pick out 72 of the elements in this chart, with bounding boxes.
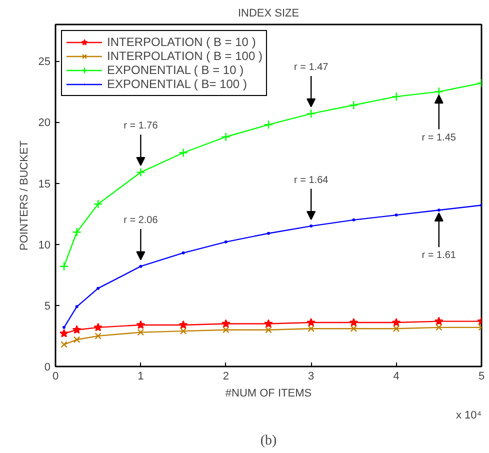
y-tick-label: 0 <box>44 362 51 374</box>
point <box>434 87 444 96</box>
point <box>221 132 230 142</box>
point <box>435 324 442 331</box>
point <box>62 326 66 329</box>
annotation: r = 1.47 <box>294 62 329 74</box>
point <box>222 326 230 334</box>
point <box>394 214 398 217</box>
x-tick-label: 4 <box>393 370 400 382</box>
point <box>349 318 358 326</box>
y-tick-label: 25 <box>38 56 51 68</box>
point <box>224 240 228 244</box>
point <box>349 100 358 110</box>
point <box>178 320 188 329</box>
x-tick-label: 2 <box>222 370 229 382</box>
point <box>180 328 187 335</box>
point <box>94 199 103 209</box>
annotation: r = 1.76 <box>124 120 158 132</box>
point <box>72 325 82 334</box>
x-axis-title: #NUM OF ITEMS <box>225 388 312 400</box>
point <box>392 318 401 326</box>
point <box>265 326 272 334</box>
point <box>60 328 68 338</box>
y-tick-label: 20 <box>38 117 51 130</box>
point <box>59 262 69 271</box>
point <box>221 319 230 328</box>
y-tick-label: 10 <box>38 239 51 252</box>
x-tick-label: 3 <box>308 370 314 382</box>
annotation: r = 1.61 <box>422 250 456 262</box>
point <box>178 148 188 158</box>
point <box>72 228 82 237</box>
point <box>437 208 440 212</box>
chart-title: INDEX SIZE <box>238 8 300 20</box>
point <box>434 316 444 326</box>
x-tick-label: 0 <box>52 370 59 382</box>
annotation: r = 1.64 <box>294 174 329 186</box>
point <box>75 305 78 308</box>
point <box>310 224 313 228</box>
point <box>306 109 316 118</box>
annotation: r = 2.06 <box>124 214 158 226</box>
point <box>264 120 274 130</box>
point <box>94 332 102 340</box>
text: x 10⁴ <box>456 410 482 422</box>
point <box>392 325 400 332</box>
legend-label: EXPONENTIAL ( B= 100 ) <box>107 77 247 91</box>
y-tick-label: 5 <box>44 300 51 312</box>
point <box>264 319 273 328</box>
point <box>60 341 68 348</box>
y-axis-title: POINTERS / BUCKET <box>18 140 30 251</box>
point <box>350 325 358 332</box>
text: (b) <box>260 434 277 448</box>
x-tick-label: 1 <box>138 370 144 382</box>
point <box>267 232 270 235</box>
point <box>73 336 80 344</box>
line-series <box>62 204 482 329</box>
point <box>392 92 401 102</box>
point <box>182 251 185 254</box>
legend-label: EXPONENTIAL ( B = 10 ) <box>107 63 244 77</box>
point <box>137 328 144 336</box>
legend-label: INTERPOLATION ( B = 100 ) <box>107 49 262 63</box>
legend-label: INTERPOLATION ( B = 10 ) <box>107 35 256 49</box>
point <box>306 318 316 326</box>
y-tick-label: 15 <box>38 178 51 190</box>
x-tick-label: 5 <box>478 370 485 382</box>
point <box>136 320 146 329</box>
point <box>94 322 103 332</box>
annotation: r = 1.45 <box>422 132 456 144</box>
point <box>139 264 142 268</box>
point <box>96 286 100 290</box>
point <box>136 168 146 177</box>
point <box>352 218 356 222</box>
point <box>308 325 315 332</box>
